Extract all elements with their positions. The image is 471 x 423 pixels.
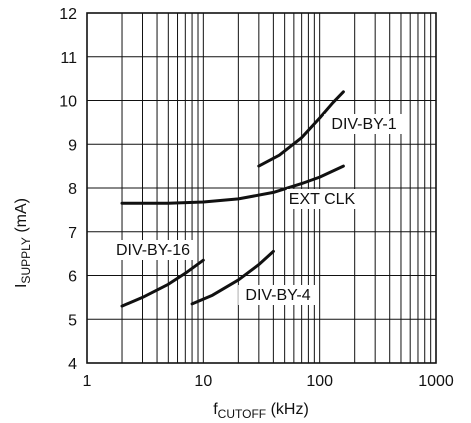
tick-labels: 1 10 100 1000 4 5 6 7 8 9 10 11 12: [59, 6, 454, 390]
y-tick-label: 8: [68, 181, 77, 198]
series-line-div-by-16: [120, 258, 205, 308]
x-tick-label: 1: [83, 373, 92, 390]
x-axis-label-main: f: [213, 401, 218, 418]
y-axis-label-sub: SUPPLY: [19, 237, 33, 283]
series-label-bg: [238, 285, 318, 305]
x-axis-label-rest: (kHz): [266, 401, 309, 418]
grid: [87, 13, 436, 363]
series-label-div-by-1: DIV-BY-1: [331, 116, 396, 133]
y-tick-label: 4: [68, 356, 77, 373]
series-layer: [120, 90, 345, 308]
series-label-div-by-16: DIV-BY-16: [116, 242, 190, 259]
series-line-ext-clk: [120, 164, 345, 205]
y-tick-label: 11: [60, 50, 77, 67]
x-tick-label: 100: [306, 373, 333, 390]
x-tick-label: 1000: [418, 373, 454, 390]
x-tick-label: 10: [194, 373, 212, 390]
y-tick-label: 6: [68, 269, 77, 286]
series-label-bg: [108, 240, 198, 260]
series-line-div-by-1: [257, 90, 345, 168]
y-tick-label: 12: [59, 6, 77, 23]
y-tick-label: 5: [68, 312, 77, 329]
y-axis-label-main: I: [13, 284, 30, 288]
series-label-bg: [324, 114, 404, 134]
x-axis-label: fCUTOFF (kHz): [213, 401, 309, 421]
x-axis-label-sub: CUTOFF: [218, 407, 266, 421]
series-label-div-by-4: DIV-BY-4: [245, 287, 310, 304]
y-tick-label: 9: [68, 137, 77, 154]
series-line-div-by-4: [190, 249, 275, 306]
y-axis-label: ISUPPLY (mA): [13, 198, 33, 288]
series-label-bg: [286, 189, 358, 209]
series-label-ext-clk: EXT CLK: [289, 191, 356, 208]
y-tick-label: 10: [59, 94, 77, 111]
plot-frame: [86, 12, 437, 364]
y-tick-label: 7: [68, 225, 77, 242]
y-axis-label-rest: (mA): [13, 198, 30, 237]
series-labels: DIV-BY-1 EXT CLK DIV-BY-16 DIV-BY-4: [108, 114, 404, 305]
